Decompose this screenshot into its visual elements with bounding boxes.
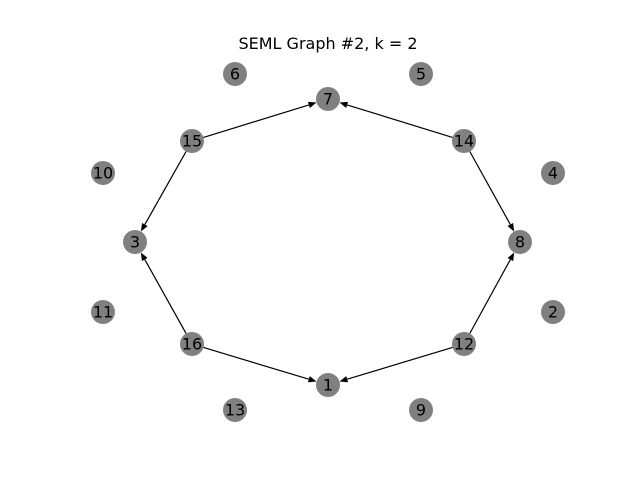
edges-layer (140, 101, 515, 383)
node-circle (91, 300, 115, 324)
node-circle (223, 62, 247, 86)
node-label: 9 (416, 401, 426, 420)
edge-14-to-8 (469, 151, 515, 232)
node-14: 14 (452, 129, 476, 153)
arrowhead (507, 252, 515, 262)
node-label: 6 (230, 65, 240, 84)
node-circle (541, 161, 565, 185)
node-6: 6 (223, 62, 247, 86)
node-label: 4 (548, 164, 558, 183)
node-3: 3 (123, 230, 147, 254)
node-label: 7 (323, 90, 333, 109)
node-circle (508, 230, 532, 254)
node-16: 16 (180, 332, 204, 356)
edge-line (346, 346, 453, 380)
node-4: 4 (541, 161, 565, 185)
node-2: 2 (541, 300, 565, 324)
edge-16-to-1 (203, 346, 317, 383)
node-label: 3 (130, 233, 140, 252)
node-circle (180, 332, 204, 356)
node-label: 5 (416, 65, 426, 84)
node-13: 13 (223, 398, 247, 422)
node-label: 10 (93, 164, 113, 183)
nodes-layer: 6 5 7 15 14 10 4 3 8 11 2 16 12 1 13 9 (91, 62, 565, 422)
edge-15-to-7 (203, 101, 317, 139)
edge-line (203, 104, 310, 139)
node-label: 16 (182, 335, 202, 354)
node-7: 7 (316, 87, 340, 111)
node-15: 15 (180, 129, 204, 153)
edge-line (346, 104, 453, 139)
node-1: 1 (316, 373, 340, 397)
edge-16-to-3 (140, 252, 187, 334)
node-5: 5 (409, 62, 433, 86)
edge-12-to-1 (339, 346, 453, 383)
node-label: 8 (515, 233, 525, 252)
node-circle (541, 300, 565, 324)
node-label: 1 (323, 376, 333, 395)
edge-line (469, 259, 511, 334)
arrowhead (140, 252, 148, 262)
node-circle (223, 398, 247, 422)
node-circle (123, 230, 147, 254)
node-9: 9 (409, 398, 433, 422)
node-circle (452, 332, 476, 356)
arrowhead (507, 222, 515, 232)
arrowhead (140, 223, 148, 232)
node-label: 14 (454, 132, 474, 151)
node-circle (316, 87, 340, 111)
node-10: 10 (91, 161, 115, 185)
node-label: 15 (182, 132, 202, 151)
node-circle (91, 161, 115, 185)
node-circle (452, 129, 476, 153)
arrowhead (339, 101, 349, 108)
edge-15-to-3 (140, 151, 187, 232)
node-12: 12 (452, 332, 476, 356)
edge-12-to-8 (469, 252, 515, 334)
edge-line (144, 259, 187, 334)
node-label: 12 (454, 335, 474, 354)
node-11: 11 (91, 300, 115, 324)
edge-14-to-7 (339, 101, 453, 139)
node-circle (180, 129, 204, 153)
arrowhead (307, 101, 317, 108)
arrowhead (307, 376, 317, 383)
edge-line (469, 151, 511, 225)
node-label: 11 (93, 303, 113, 322)
arrowhead (339, 376, 349, 383)
edge-line (203, 346, 310, 380)
edge-line (144, 151, 187, 225)
node-label: 13 (225, 401, 245, 420)
graph-title: SEML Graph #2, k = 2 (238, 34, 417, 53)
node-circle (316, 373, 340, 397)
node-8: 8 (508, 230, 532, 254)
node-circle (409, 62, 433, 86)
node-circle (409, 398, 433, 422)
node-label: 2 (548, 303, 558, 322)
